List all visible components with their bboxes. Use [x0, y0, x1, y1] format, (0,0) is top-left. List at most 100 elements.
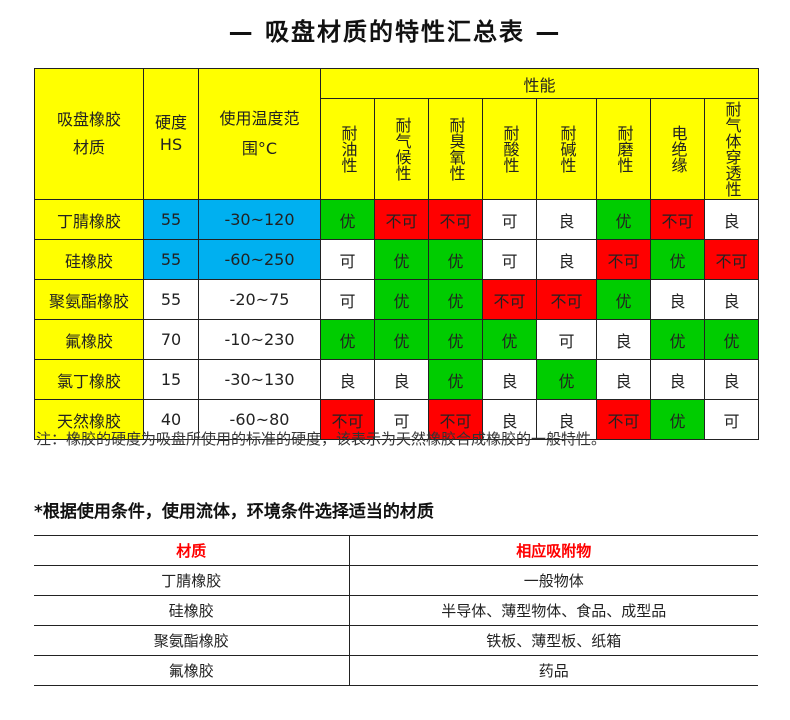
rating-cell: 良	[482, 359, 537, 400]
header-adsorption-object: 相应吸附物	[349, 535, 758, 566]
rating-cell: 不可	[428, 199, 483, 240]
rating-cell: 不可	[596, 239, 651, 280]
rating-cell: 优	[536, 359, 597, 400]
header-property: 耐臭氧性	[428, 98, 483, 200]
material-cell: 天然橡胶	[34, 399, 144, 440]
table-row: 聚氨酯橡胶 铁板、薄型板、纸箱	[34, 625, 758, 656]
rating-cell: 优	[428, 359, 483, 400]
table-row: 氟橡胶 药品	[34, 655, 758, 686]
rating-cell: 优	[320, 319, 375, 360]
header-property: 耐油性	[320, 98, 375, 200]
header-property: 耐磨性	[596, 98, 651, 200]
rating-cell: 不可	[703, 239, 760, 280]
rating-cell: 可	[482, 199, 537, 240]
table-row: 硅橡胶 55 -60~250 可优优可良不可优不可	[34, 239, 760, 280]
rating-cell: 不可	[374, 199, 429, 240]
rating-cell: 良	[596, 319, 651, 360]
hardness-cell: 70	[143, 319, 199, 360]
rating-cell: 良	[703, 279, 760, 320]
temperature-cell: -20~75	[198, 279, 321, 320]
adsorption-object-table: 材质 相应吸附物 丁腈橡胶 一般物体 硅橡胶 半导体、薄型物体、食品、成型品 聚氨酯橡胶…	[34, 535, 758, 686]
hardness-cell: 15	[143, 359, 199, 400]
header-material: 吸盘橡胶材质	[34, 68, 144, 200]
adsorption-object-cell: 药品	[349, 655, 758, 686]
material-properties-table: 吸盘橡胶材质 硬度HS 使用温度范围°C 性能 耐油性 耐气候性 耐臭氧性 耐酸性 耐碱…	[34, 68, 760, 440]
rating-cell: 良	[650, 279, 705, 320]
header-property: 耐酸性	[482, 98, 537, 200]
rating-cell: 不可	[482, 279, 537, 320]
rating-cell: 不可	[596, 399, 651, 440]
adsorption-object-cell: 半导体、薄型物体、食品、成型品	[349, 595, 758, 626]
hardness-cell: 55	[143, 279, 199, 320]
rating-cell: 良	[374, 359, 429, 400]
rating-cell: 可	[536, 319, 597, 360]
header-material: 材质	[34, 535, 350, 566]
temperature-cell: -30~130	[198, 359, 321, 400]
rating-cell: 良	[536, 239, 597, 280]
hardness-cell: 55	[143, 239, 199, 280]
adsorption-object-cell: 一般物体	[349, 565, 758, 596]
table-row: 丁腈橡胶 一般物体	[34, 565, 758, 596]
material-cell: 丁腈橡胶	[34, 199, 144, 240]
table-row: 氯丁橡胶 15 -30~130 良良优良优良良良	[34, 359, 760, 400]
rating-cell: 不可	[536, 279, 597, 320]
rating-cell: 优	[374, 279, 429, 320]
rating-cell: 可	[320, 279, 375, 320]
material-cell: 硅橡胶	[34, 595, 350, 626]
table-row: 天然橡胶 40 -60~80 不可可不可良良不可优可	[34, 399, 760, 440]
rating-cell: 可	[703, 399, 760, 440]
rating-cell: 良	[320, 359, 375, 400]
rating-cell: 可	[374, 399, 429, 440]
rating-cell: 不可	[428, 399, 483, 440]
page-title: — 吸盘材质的特性汇总表 —	[228, 18, 562, 46]
rating-cell: 不可	[650, 199, 705, 240]
rating-cell: 良	[703, 199, 760, 240]
rating-cell: 良	[482, 399, 537, 440]
temperature-cell: -10~230	[198, 319, 321, 360]
material-cell: 氟橡胶	[34, 319, 144, 360]
adsorption-object-cell: 铁板、薄型板、纸箱	[349, 625, 758, 656]
header-property: 电绝缘	[650, 98, 705, 200]
rating-cell: 良	[650, 359, 705, 400]
material-cell: 硅橡胶	[34, 239, 144, 280]
rating-cell: 可	[482, 239, 537, 280]
table-row: 聚氨酯橡胶 55 -20~75 可优优不可 不可优良良	[34, 279, 760, 320]
rating-cell: 优	[320, 199, 375, 240]
rating-cell: 优	[482, 319, 537, 360]
rating-cell: 良	[536, 199, 597, 240]
rating-cell: 优	[374, 239, 429, 280]
material-cell: 丁腈橡胶	[34, 565, 350, 596]
table-row: 氟橡胶 70 -10~230 优优优优可良优优	[34, 319, 760, 360]
rating-cell: 优	[374, 319, 429, 360]
temperature-cell: -60~250	[198, 239, 321, 280]
table-row: 硅橡胶 半导体、薄型物体、食品、成型品	[34, 595, 758, 626]
material-cell: 氟橡胶	[34, 655, 350, 686]
header-property: 耐碱性	[536, 98, 597, 200]
rating-cell: 可	[320, 239, 375, 280]
note-text: 注：橡胶的硬度为吸盘所使用的标准的硬度，该表示为天然橡胶合成橡胶的一般特性。	[36, 430, 607, 448]
rating-cell: 优	[650, 399, 705, 440]
rating-cell: 优	[428, 239, 483, 280]
table-row: 丁腈橡胶 55 -30~120 优不可 不可可良优不可良	[34, 199, 760, 240]
hardness-cell: 55	[143, 199, 199, 240]
rating-cell: 优	[650, 319, 705, 360]
rating-cell: 良	[703, 359, 760, 400]
rating-cell: 优	[596, 279, 651, 320]
rating-cell: 优	[428, 279, 483, 320]
rating-cell: 优	[703, 319, 760, 360]
rating-cell: 良	[536, 399, 597, 440]
header-property: 耐气体穿透性	[703, 98, 760, 200]
material-cell: 氯丁橡胶	[34, 359, 144, 400]
temperature-cell: -60~80	[198, 399, 321, 440]
material-cell: 聚氨酯橡胶	[34, 279, 144, 320]
header-property: 耐气候性	[374, 98, 429, 200]
rating-cell: 优	[596, 199, 651, 240]
rating-cell: 优	[650, 239, 705, 280]
header-temperature: 使用温度范围°C	[198, 68, 321, 200]
material-cell: 聚氨酯橡胶	[34, 625, 350, 656]
temperature-cell: -30~120	[198, 199, 321, 240]
section-subtitle: *根据使用条件，使用流体，环境条件选择适当的材质	[34, 502, 434, 522]
header-hardness: 硬度HS	[143, 68, 199, 200]
rating-cell: 良	[596, 359, 651, 400]
header-performance: 性能	[319, 68, 760, 99]
